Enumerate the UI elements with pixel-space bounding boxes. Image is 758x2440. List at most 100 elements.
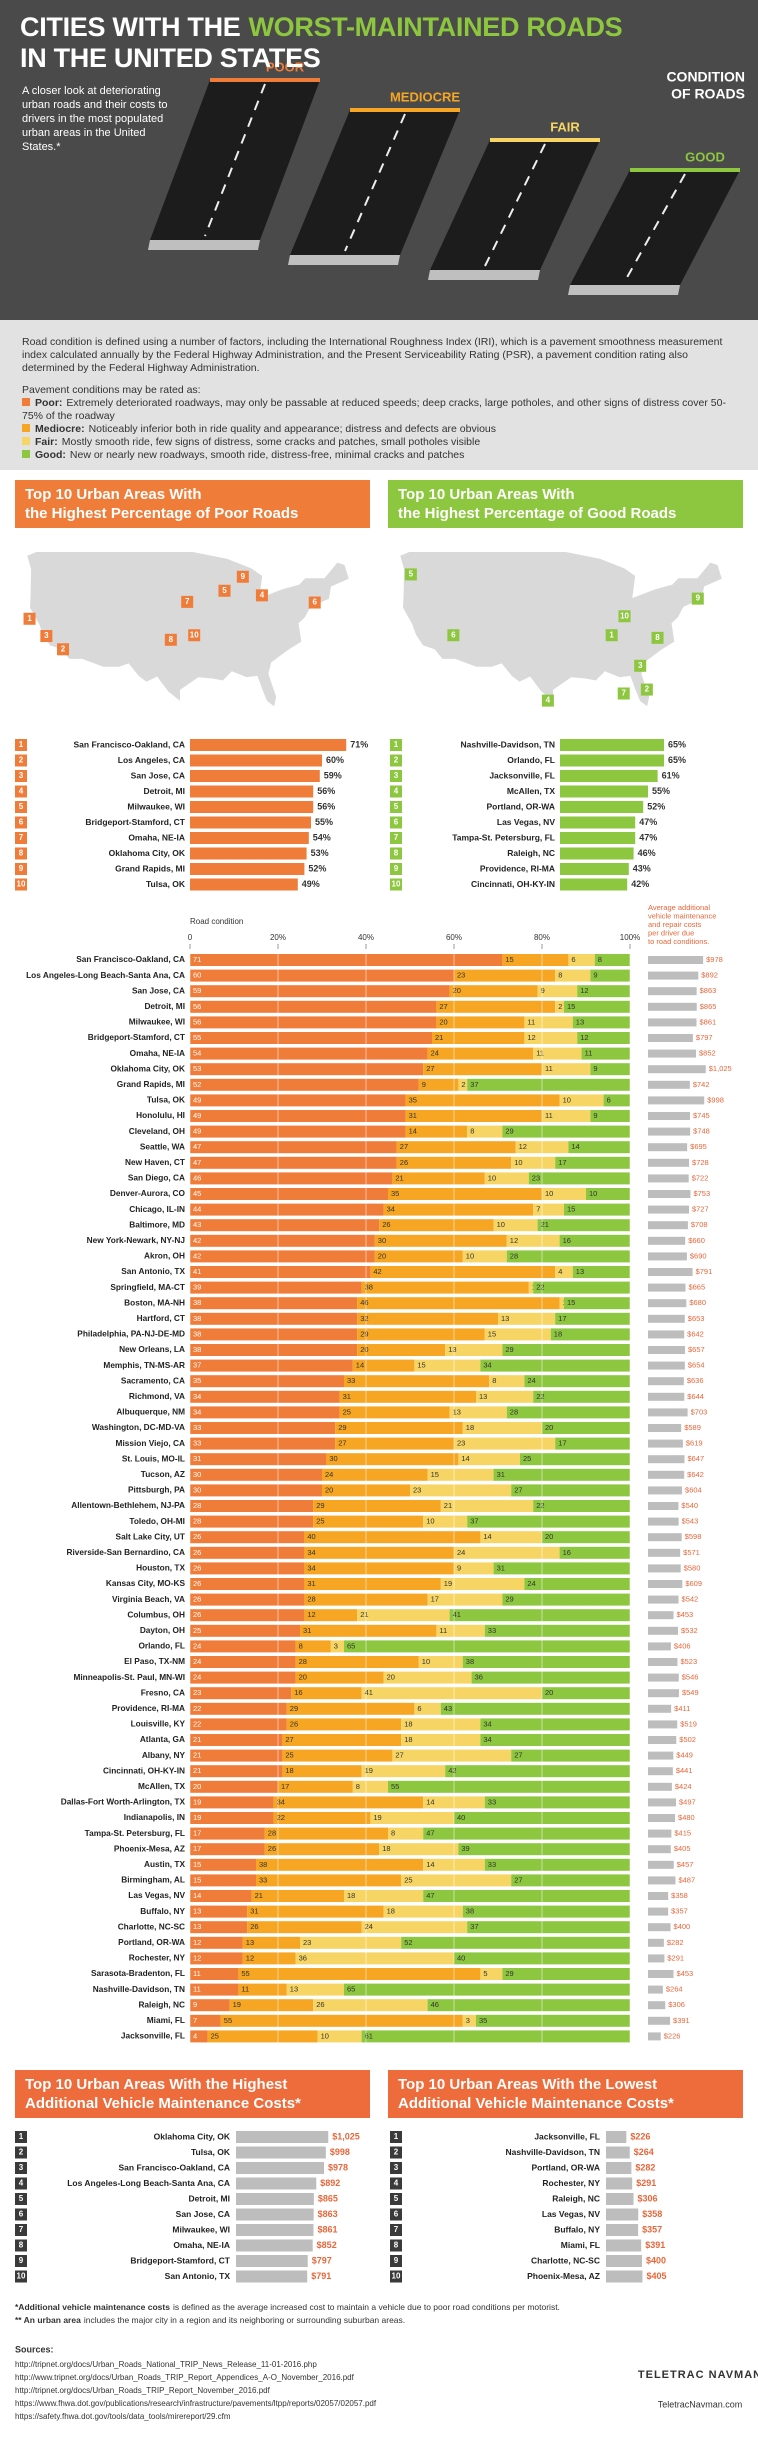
- cost-label: $549: [682, 1688, 699, 1697]
- category-label: New Orleans, LA: [119, 1344, 185, 1354]
- category-label: Akron, OH: [144, 1251, 185, 1261]
- bar-segment: [190, 1843, 265, 1856]
- cost-label: $424: [675, 1782, 692, 1791]
- cost-label: $791: [696, 1267, 713, 1276]
- cost-bar: [648, 1439, 683, 1448]
- segment-label: 17: [281, 1782, 289, 1791]
- cost-label: $453: [677, 1969, 694, 1978]
- segment-label: 35: [409, 1095, 417, 1104]
- bar-segment: [190, 1890, 252, 1902]
- value-label: 61%: [662, 770, 680, 780]
- rank: 9: [394, 864, 399, 873]
- cost-label: $680: [689, 1298, 706, 1307]
- segment-label: 13: [193, 1922, 201, 1931]
- bar-segment: [273, 1812, 371, 1824]
- bar-segment: [352, 1780, 388, 1793]
- segment-label: 20: [545, 1688, 553, 1697]
- bar: [236, 2224, 314, 2236]
- cost-bar: [648, 1018, 697, 1027]
- value-label: 60%: [326, 755, 344, 765]
- segment-label: 23: [303, 1938, 311, 1947]
- cost-label: $571: [683, 1548, 700, 1557]
- bar-segment: [278, 1780, 353, 1793]
- bar: [236, 2270, 308, 2283]
- bar: [606, 2255, 642, 2267]
- value-label: $226: [630, 2131, 650, 2141]
- bar-segment: [528, 1281, 534, 1294]
- bar-segment: [586, 1188, 630, 1200]
- bar-segment: [542, 1422, 630, 1434]
- segment-label: 65: [347, 1641, 355, 1650]
- rank: 6: [313, 598, 318, 607]
- cost-label: $695: [690, 1142, 707, 1151]
- segment-label: 12: [193, 1938, 201, 1947]
- rank-box: [57, 643, 70, 656]
- bar-segment: [502, 1344, 630, 1356]
- definition-term: Mediocre:: [35, 423, 85, 435]
- bar: [560, 739, 664, 751]
- cost-bar: [648, 1408, 688, 1417]
- category-label: Detroit, MI: [144, 1001, 185, 1011]
- rank-box: [390, 863, 402, 875]
- bar: [606, 2131, 627, 2143]
- footnote-term: ** An urban area: [15, 2315, 81, 2325]
- bar-segment: [190, 1422, 336, 1434]
- cost-bar: [648, 1751, 674, 1760]
- rank-box: [15, 2224, 27, 2236]
- segment-label: 29: [505, 1127, 513, 1136]
- bar-segment: [476, 1390, 534, 1403]
- bar-segment: [344, 1983, 630, 1996]
- bar-segment: [502, 954, 569, 966]
- bar-segment: [190, 1172, 393, 1185]
- bar-segment: [313, 1500, 441, 1512]
- bar-segment: [436, 1624, 485, 1637]
- segment-label: 11: [545, 1111, 553, 1120]
- segment-label: 34: [307, 1548, 315, 1557]
- bar-segment: [304, 1578, 441, 1590]
- value-label: $291: [636, 2178, 656, 2188]
- rank-box: [15, 754, 27, 767]
- segment-label: 42: [448, 1766, 456, 1775]
- bar-segment: [484, 1796, 630, 1809]
- bar: [560, 878, 628, 891]
- bar-segment: [322, 1468, 428, 1481]
- segment-label: 49: [193, 1095, 201, 1104]
- bar-segment: [383, 1671, 472, 1684]
- sources-title: Sources:: [15, 2344, 54, 2354]
- cost-label: $358: [671, 1891, 688, 1900]
- rank: 9: [241, 572, 246, 581]
- segment-label: 13: [193, 1907, 201, 1916]
- segment-label: 12: [580, 1033, 588, 1042]
- bar-segment: [454, 1437, 556, 1450]
- segment-label: 22: [193, 1719, 201, 1728]
- rank: 6: [451, 630, 456, 639]
- bar-segment: [304, 1562, 454, 1575]
- bar-segment: [344, 1640, 630, 1653]
- segment-label: 38: [466, 1657, 474, 1666]
- segment-label: 31: [343, 1392, 351, 1401]
- rank: 9: [19, 2256, 24, 2265]
- bar-segment: [190, 1796, 274, 1809]
- rank-box: [447, 629, 460, 642]
- segment-label: 13: [246, 1938, 254, 1947]
- cost-bar: [648, 1736, 677, 1744]
- segment-label: 7: [193, 2016, 197, 2025]
- cost-bar: [648, 1065, 706, 1074]
- cost-bar: [648, 1486, 683, 1495]
- value-label: 65%: [668, 739, 686, 749]
- cost-label: $861: [700, 1017, 717, 1026]
- segment-label: 21: [193, 1766, 201, 1775]
- segment-label: 33: [488, 1797, 496, 1806]
- rank-box: [634, 659, 647, 672]
- definition-list: Poor: Extremely deteriorated roadways, ma…: [22, 397, 736, 462]
- bar-segment: [467, 1125, 503, 1138]
- segment-label: 17: [193, 1844, 201, 1853]
- cost-label: $654: [688, 1361, 705, 1370]
- cost-label: $609: [685, 1579, 702, 1588]
- bar-segment: [190, 1390, 340, 1403]
- bar-segment: [418, 1656, 463, 1668]
- cost-bar: [648, 1268, 693, 1276]
- bar-segment: [493, 1468, 630, 1481]
- segment-label: 26: [316, 2000, 324, 2009]
- bar: [190, 878, 298, 891]
